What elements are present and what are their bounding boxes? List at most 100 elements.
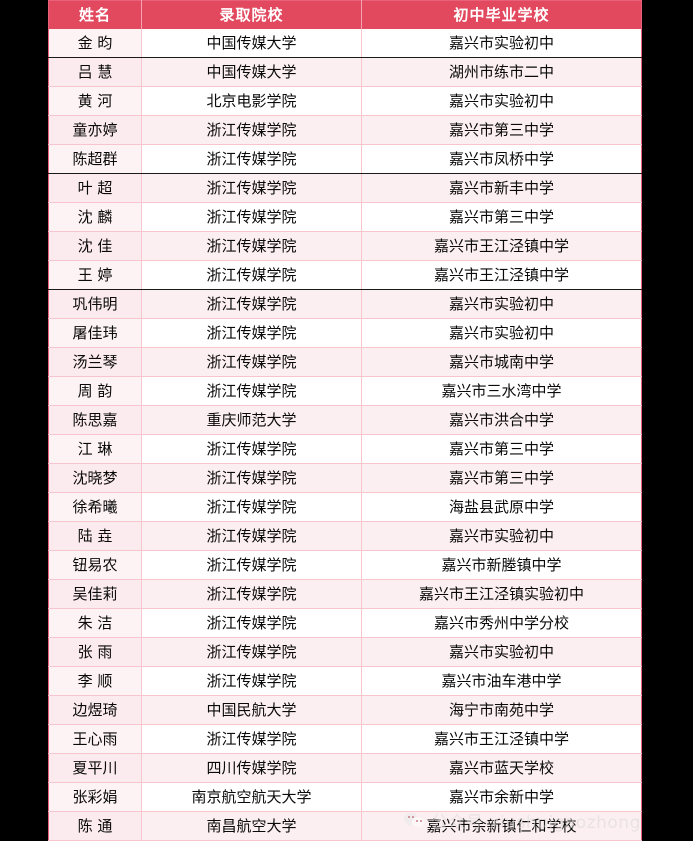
cell-student-name: 童亦婷 (48, 115, 142, 145)
cell-middle-school: 嘉兴市城南中学 (361, 347, 642, 377)
cell-student-name: 夏平川 (48, 753, 142, 783)
cell-student-name: 周 韵 (48, 376, 142, 406)
admission-table: 姓名 录取院校 初中毕业学校 金 昀中国传媒大学 嘉兴市实验初中吕 慧中国传媒大学… (48, 0, 642, 841)
table-row: 叶 超浙江传媒学院 嘉兴市新丰中学 (48, 173, 642, 203)
cell-middle-school: 嘉兴市秀州中学分校 (361, 608, 642, 638)
cell-middle-school: 嘉兴市新丰中学 (361, 173, 642, 203)
cell-middle-school: 嘉兴市三水湾中学 (361, 376, 642, 406)
table-row: 徐希曦 浙江传媒学院 海盐县武原中学 (48, 492, 642, 522)
cell-middle-school: 嘉兴市王江泾镇中学 (361, 231, 642, 261)
cell-admitted-school: 浙江传媒学院 (141, 289, 362, 319)
column-header-name: 姓名 (48, 0, 142, 29)
cell-middle-school: 嘉兴市实验初中 (361, 318, 642, 348)
cell-admitted-school: 浙江传媒学院 (141, 724, 362, 754)
cell-student-name: 张彩娟 (48, 782, 142, 812)
cell-admitted-school: 四川传媒学院 (141, 753, 362, 783)
cell-middle-school: 海宁市南苑中学 (361, 695, 642, 725)
column-header-middle-school: 初中毕业学校 (361, 0, 642, 29)
cell-student-name: 边煜琦 (48, 695, 142, 725)
cell-student-name: 黄 河 (48, 86, 142, 116)
cell-middle-school: 嘉兴市蓝天学校 (361, 753, 642, 783)
table-row: 汤兰琴 浙江传媒学院 嘉兴市城南中学 (48, 347, 642, 377)
admission-table-container: 姓名 录取院校 初中毕业学校 金 昀中国传媒大学 嘉兴市实验初中吕 慧中国传媒大学… (48, 0, 642, 841)
cell-admitted-school: 浙江传媒学院 (141, 202, 362, 232)
table-body: 金 昀中国传媒大学 嘉兴市实验初中吕 慧中国传媒大学 湖州市练市二中黄 河北京电影学… (48, 29, 642, 841)
table-row: 吕 慧中国传媒大学 湖州市练市二中 (48, 57, 642, 87)
cell-middle-school: 嘉兴市王江泾镇中学 (361, 260, 642, 290)
cell-student-name: 王 婷 (48, 260, 142, 290)
cell-student-name: 汤兰琴 (48, 347, 142, 377)
cell-admitted-school: 浙江传媒学院 (141, 608, 362, 638)
table-header-row: 姓名 录取院校 初中毕业学校 (48, 0, 642, 29)
cell-student-name: 钮易农 (48, 550, 142, 580)
cell-middle-school: 嘉兴市实验初中 (361, 289, 642, 319)
table-row: 屠佳玮 浙江传媒学院 嘉兴市实验初中 (48, 318, 642, 348)
cell-student-name: 金 昀 (48, 29, 142, 58)
cell-student-name: 张 雨 (48, 637, 142, 667)
cell-admitted-school: 浙江传媒学院 (141, 173, 362, 203)
cell-admitted-school: 重庆师范大学 (141, 405, 362, 435)
cell-middle-school: 嘉兴市余新中学 (361, 782, 642, 812)
cell-admitted-school: 南京航空航天大学 (141, 782, 362, 812)
cell-admitted-school: 浙江传媒学院 (141, 637, 362, 667)
cell-admitted-school: 浙江传媒学院 (141, 579, 362, 609)
cell-admitted-school: 浙江传媒学院 (141, 666, 362, 696)
cell-admitted-school: 浙江传媒学院 (141, 434, 362, 464)
cell-student-name: 沈 佳 (48, 231, 142, 261)
table-row: 张彩娟 南京航空航天大学 嘉兴市余新中学 (48, 782, 642, 812)
cell-student-name: 沈 麟 (48, 202, 142, 232)
cell-middle-school: 嘉兴市实验初中 (361, 86, 642, 116)
cell-middle-school: 嘉兴市凤桥中学 (361, 144, 642, 174)
cell-student-name: 巩伟明 (48, 289, 142, 319)
cell-admitted-school: 北京电影学院 (141, 86, 362, 116)
cell-admitted-school: 浙江传媒学院 (141, 521, 362, 551)
cell-student-name: 叶 超 (48, 173, 142, 203)
cell-middle-school: 嘉兴市实验初中 (361, 29, 642, 58)
cell-student-name: 朱 洁 (48, 608, 142, 638)
table-row: 吴佳莉 浙江传媒学院 嘉兴市王江泾镇实验初中 (48, 579, 642, 609)
cell-middle-school: 嘉兴市洪合中学 (361, 405, 642, 435)
cell-middle-school: 嘉兴市第三中学 (361, 115, 642, 145)
cell-middle-school: 嘉兴市第三中学 (361, 434, 642, 464)
cell-middle-school: 嘉兴市实验初中 (361, 521, 642, 551)
cell-admitted-school: 南昌航空大学 (141, 811, 362, 841)
table-row: 夏平川 四川传媒学院 嘉兴市蓝天学校 (48, 753, 642, 783)
cell-middle-school: 嘉兴市新塍镇中学 (361, 550, 642, 580)
cell-middle-school: 嘉兴市实验初中 (361, 637, 642, 667)
table-row: 朱 洁浙江传媒学院 嘉兴市秀州中学分校 (48, 608, 642, 638)
cell-student-name: 江 琳 (48, 434, 142, 464)
column-header-school: 录取院校 (141, 0, 362, 29)
cell-admitted-school: 浙江传媒学院 (141, 144, 362, 174)
cell-middle-school: 嘉兴市第三中学 (361, 202, 642, 232)
cell-student-name: 屠佳玮 (48, 318, 142, 348)
cell-student-name: 吴佳莉 (48, 579, 142, 609)
cell-middle-school: 嘉兴市余新镇仁和学校 (361, 811, 642, 841)
cell-admitted-school: 浙江传媒学院 (141, 115, 362, 145)
cell-middle-school: 嘉兴市油车港中学 (361, 666, 642, 696)
cell-admitted-school: 中国传媒大学 (141, 29, 362, 58)
table-header: 姓名 录取院校 初中毕业学校 (48, 0, 642, 29)
table-row: 金 昀中国传媒大学 嘉兴市实验初中 (48, 29, 642, 58)
cell-middle-school: 湖州市练市二中 (361, 57, 642, 87)
cell-admitted-school: 浙江传媒学院 (141, 492, 362, 522)
cell-student-name: 陆 垚 (48, 521, 142, 551)
cell-student-name: 陈超群 (48, 144, 142, 174)
cell-admitted-school: 浙江传媒学院 (141, 260, 362, 290)
table-row: 沈 麟浙江传媒学院 嘉兴市第三中学 (48, 202, 642, 232)
cell-middle-school: 海盐县武原中学 (361, 492, 642, 522)
table-row: 巩伟明 浙江传媒学院 嘉兴市实验初中 (48, 289, 642, 319)
cell-admitted-school: 浙江传媒学院 (141, 231, 362, 261)
table-row: 陈 通南昌航空大学 嘉兴市余新镇仁和学校 (48, 811, 642, 841)
table-row: 钮易农 浙江传媒学院 嘉兴市新塍镇中学 (48, 550, 642, 580)
cell-student-name: 陈 通 (48, 811, 142, 841)
table-row: 江 琳浙江传媒学院 嘉兴市第三中学 (48, 434, 642, 464)
table-row: 沈晓梦 浙江传媒学院 嘉兴市第三中学 (48, 463, 642, 493)
cell-student-name: 李 顺 (48, 666, 142, 696)
table-row: 陆 垚浙江传媒学院 嘉兴市实验初中 (48, 521, 642, 551)
cell-admitted-school: 中国传媒大学 (141, 57, 362, 87)
table-row: 王 婷浙江传媒学院 嘉兴市王江泾镇中学 (48, 260, 642, 290)
cell-admitted-school: 浙江传媒学院 (141, 463, 362, 493)
cell-student-name: 陈思嘉 (48, 405, 142, 435)
cell-admitted-school: 浙江传媒学院 (141, 376, 362, 406)
table-row: 周 韵浙江传媒学院 嘉兴市三水湾中学 (48, 376, 642, 406)
